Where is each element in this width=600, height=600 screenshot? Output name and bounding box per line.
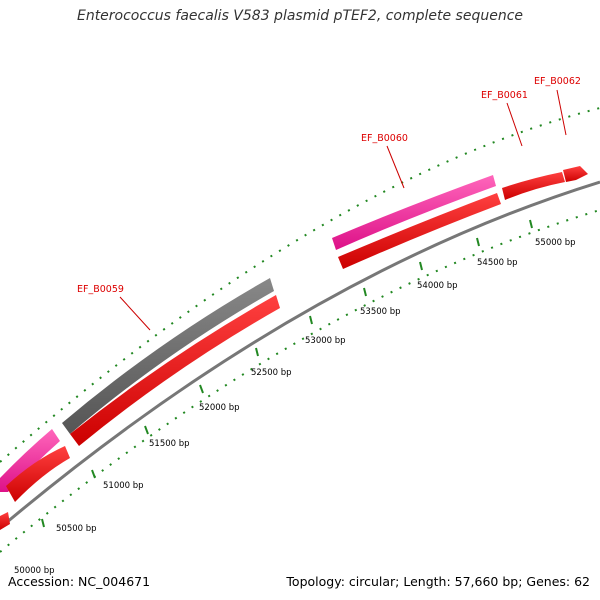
scale-label: 50000 bp (14, 566, 55, 576)
gene-red-edge (0, 512, 10, 530)
scale-label: 54000 bp (417, 281, 458, 291)
gene-callouts (119, 89, 567, 331)
gene-efb0060 (332, 175, 496, 250)
scale-label: 53000 bp (305, 336, 346, 346)
gene-efb0062 (563, 166, 588, 182)
scale-label: 52000 bp (199, 403, 240, 413)
gene-label-efb0059: EF_B0059 (77, 284, 124, 295)
genome-backbone (0, 180, 600, 530)
scale-label: 55000 bp (535, 238, 576, 248)
scale-labels: 50000 bp 50500 bp 51000 bp 51500 bp 5200… (14, 238, 576, 576)
gene-labels: EF_B0059 EF_B0060 EF_B0061 EF_B0062 (77, 76, 581, 295)
gene-label-efb0062: EF_B0062 (534, 76, 581, 87)
scale-label: 51500 bp (149, 439, 190, 449)
scale-label: 51000 bp (103, 481, 144, 491)
gene-efb0059 (62, 278, 274, 434)
gene-red-51000 (6, 446, 70, 502)
major-ticks (41, 219, 533, 528)
gene-efb0061 (502, 172, 565, 200)
scale-label: 53500 bp (360, 307, 401, 317)
map-title: Enterococcus faecalis V583 plasmid pTEF2… (76, 8, 524, 24)
topology-summary: Topology: circular; Length: 57,660 bp; G… (286, 574, 590, 589)
gene-label-efb0060: EF_B0060 (361, 133, 408, 144)
gene-pink-left (0, 429, 60, 492)
gene-red-54000 (338, 193, 501, 269)
gene-red-52500 (70, 295, 280, 446)
scale-label: 52500 bp (251, 368, 292, 378)
scale-label: 50500 bp (56, 524, 97, 534)
accession-text: Accession: NC_004671 (8, 574, 151, 589)
scale-label: 54500 bp (477, 258, 518, 268)
gene-label-efb0061: EF_B0061 (481, 90, 528, 101)
